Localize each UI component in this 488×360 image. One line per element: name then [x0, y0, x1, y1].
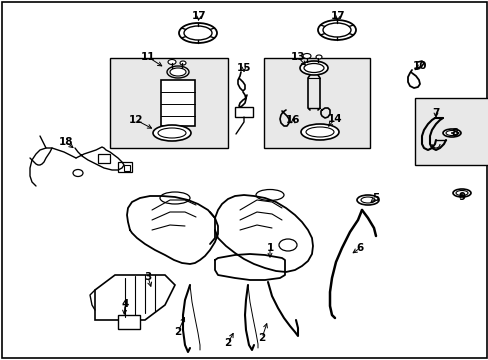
- Ellipse shape: [179, 23, 217, 43]
- Ellipse shape: [305, 127, 333, 137]
- Ellipse shape: [317, 20, 355, 40]
- Bar: [118, 315, 140, 329]
- Text: 14: 14: [327, 114, 342, 124]
- Bar: [124, 165, 130, 171]
- Ellipse shape: [304, 63, 324, 72]
- Text: 2: 2: [258, 333, 265, 343]
- Ellipse shape: [323, 23, 350, 37]
- Text: 5: 5: [372, 193, 379, 203]
- Ellipse shape: [167, 66, 189, 78]
- Ellipse shape: [279, 239, 296, 251]
- Polygon shape: [95, 275, 175, 320]
- Text: 17: 17: [191, 11, 206, 21]
- Ellipse shape: [168, 59, 176, 64]
- Bar: [110, 58, 227, 148]
- Text: 3: 3: [144, 272, 151, 282]
- Ellipse shape: [303, 54, 310, 58]
- Ellipse shape: [183, 26, 212, 40]
- Text: 10: 10: [412, 61, 427, 71]
- Text: 13: 13: [290, 52, 305, 62]
- Bar: [414, 98, 488, 165]
- Text: 16: 16: [285, 115, 300, 125]
- Ellipse shape: [356, 195, 378, 205]
- Text: 2: 2: [224, 338, 231, 348]
- Text: 15: 15: [236, 63, 251, 73]
- Text: 2: 2: [174, 327, 181, 337]
- Bar: [235, 107, 252, 117]
- Text: 9: 9: [458, 192, 465, 202]
- Ellipse shape: [256, 189, 284, 201]
- Text: 4: 4: [121, 299, 128, 309]
- Ellipse shape: [73, 170, 83, 176]
- Bar: [264, 58, 369, 148]
- Text: 12: 12: [128, 115, 143, 125]
- Ellipse shape: [160, 192, 190, 204]
- Text: 11: 11: [141, 52, 155, 62]
- Ellipse shape: [360, 197, 374, 203]
- Text: 7: 7: [431, 108, 439, 118]
- Text: 18: 18: [59, 137, 73, 147]
- Ellipse shape: [301, 124, 338, 140]
- Ellipse shape: [442, 129, 460, 137]
- Text: 1: 1: [266, 243, 273, 253]
- Ellipse shape: [299, 61, 327, 75]
- Ellipse shape: [170, 68, 185, 76]
- Ellipse shape: [452, 189, 470, 197]
- Text: 8: 8: [450, 128, 458, 138]
- Bar: [161, 80, 195, 126]
- Ellipse shape: [158, 128, 185, 138]
- Ellipse shape: [445, 130, 457, 135]
- Bar: [98, 154, 110, 163]
- Bar: [118, 162, 132, 172]
- Text: 17: 17: [330, 11, 345, 21]
- Text: 6: 6: [356, 243, 363, 253]
- Ellipse shape: [153, 125, 191, 141]
- Ellipse shape: [455, 190, 467, 195]
- Ellipse shape: [180, 61, 185, 65]
- Ellipse shape: [315, 55, 321, 59]
